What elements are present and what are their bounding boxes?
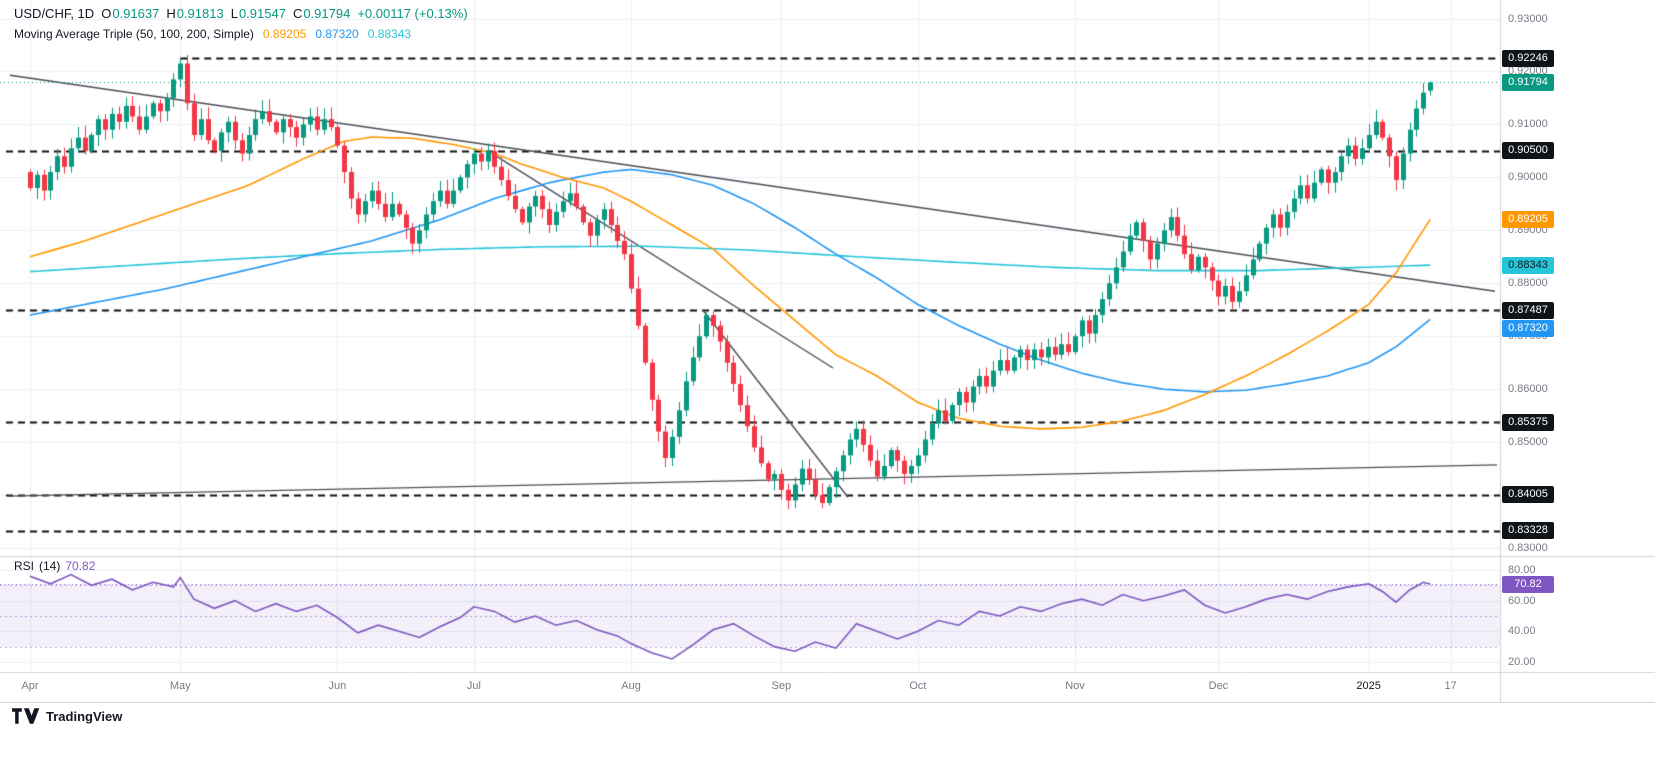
time-axis-label-Nov: Nov: [1065, 680, 1085, 692]
time-axis-label-Oct: Oct: [909, 680, 927, 692]
rsi-params: (14): [39, 559, 61, 573]
price-badge-0.89205: 0.89205: [1502, 210, 1554, 228]
rsi-axis-label: 40.00: [1508, 625, 1536, 638]
price-axis-label: 0.91000: [1508, 118, 1548, 131]
price-badge-0.85375: 0.85375: [1502, 413, 1554, 431]
price-axis-label: 0.90000: [1508, 171, 1548, 184]
price-chart-canvas[interactable]: [0, 0, 1655, 703]
time-axis-label-Apr: Apr: [21, 680, 39, 692]
ma200-value: 0.88343: [367, 27, 412, 41]
tradingview-logo[interactable]: TradingView: [12, 708, 122, 724]
price-badge-0.92246: 0.92246: [1502, 49, 1554, 67]
ohlc-close-value: 0.91794: [303, 6, 351, 21]
rsi-legend[interactable]: RSI (14) 70.82: [14, 559, 95, 573]
rsi-axis-label: 20.00: [1508, 655, 1536, 668]
ohlc-low-value: 0.91547: [238, 6, 286, 21]
rsi-axis-label: 80.00: [1508, 564, 1536, 576]
time-axis-label-Aug: Aug: [621, 680, 641, 692]
symbol-legend[interactable]: USD/CHF, 1D O0.91637 H0.91813 L0.91547 C…: [14, 6, 468, 21]
price-axis-label: 0.88000: [1508, 277, 1548, 290]
time-axis-label-Dec: Dec: [1208, 680, 1229, 692]
price-axis[interactable]: 0.93000 0.92000 0.91000 0.90000 0.89000 0.880…: [1500, 0, 1655, 672]
time-axis[interactable]: Apr May Jun Jul Aug Sep Oct Nov Dec 2025 17: [0, 672, 1655, 703]
price-badge-0.87487: 0.87487: [1502, 301, 1554, 319]
time-axis-label-2025: 2025: [1356, 680, 1381, 692]
time-axis-label-Sep: Sep: [771, 680, 792, 692]
price-axis-label: 0.85000: [1508, 436, 1548, 449]
price-axis-label: 0.93000: [1508, 12, 1548, 25]
ma100-value: 0.87320: [315, 27, 359, 41]
rsi-badge: 70.82: [1502, 575, 1554, 593]
price-badge-0.88343: 0.88343: [1502, 256, 1554, 274]
ohlc-open: O0.91637: [101, 6, 159, 21]
time-axis-label-Jul: Jul: [466, 680, 481, 692]
ma-indicator-legend[interactable]: Moving Average Triple (50, 100, 200, Sim…: [14, 27, 411, 41]
price-badge-0.83328: 0.83328: [1502, 522, 1554, 540]
price-axis-label: 0.86000: [1508, 383, 1548, 396]
price-badge-0.87320: 0.87320: [1502, 319, 1554, 337]
symbol-title: USD/CHF, 1D: [14, 6, 95, 21]
rsi-value: 70.82: [65, 559, 96, 573]
price-axis-label: 0.83000: [1508, 542, 1548, 555]
price-badge-0.90500: 0.90500: [1502, 142, 1554, 160]
ohlc-high: H0.91813: [166, 6, 223, 21]
price-badge-0.91794: 0.91794: [1502, 73, 1554, 91]
ohlc-low-label: L: [230, 6, 238, 21]
rsi-title: RSI: [14, 559, 35, 573]
price-badge-0.84005: 0.84005: [1502, 486, 1554, 504]
rsi-axis-label: 60.00: [1508, 594, 1536, 607]
ohlc-open-value: 0.91637: [112, 6, 160, 21]
ohlc-high-value: 0.91813: [176, 6, 224, 21]
time-axis-label-May: May: [169, 680, 191, 692]
ohlc-low: L0.91547: [231, 6, 286, 21]
ohlc-high-label: H: [166, 6, 176, 21]
time-axis-label-Jun: Jun: [328, 680, 347, 692]
ma-indicator-title: Moving Average Triple (50, 100, 200, Sim…: [14, 27, 254, 41]
price-change: +0.00117 (+0.13%): [357, 6, 468, 21]
tradingview-logo-icon: [12, 708, 40, 724]
time-axis-label-17: 17: [1444, 680, 1457, 692]
ma50-value: 0.89205: [262, 27, 307, 41]
ohlc-close: C0.91794: [293, 6, 350, 21]
ohlc-close-label: C: [292, 6, 303, 21]
tradingview-logo-text: TradingView: [46, 708, 123, 724]
ohlc-open-label: O: [101, 6, 112, 21]
